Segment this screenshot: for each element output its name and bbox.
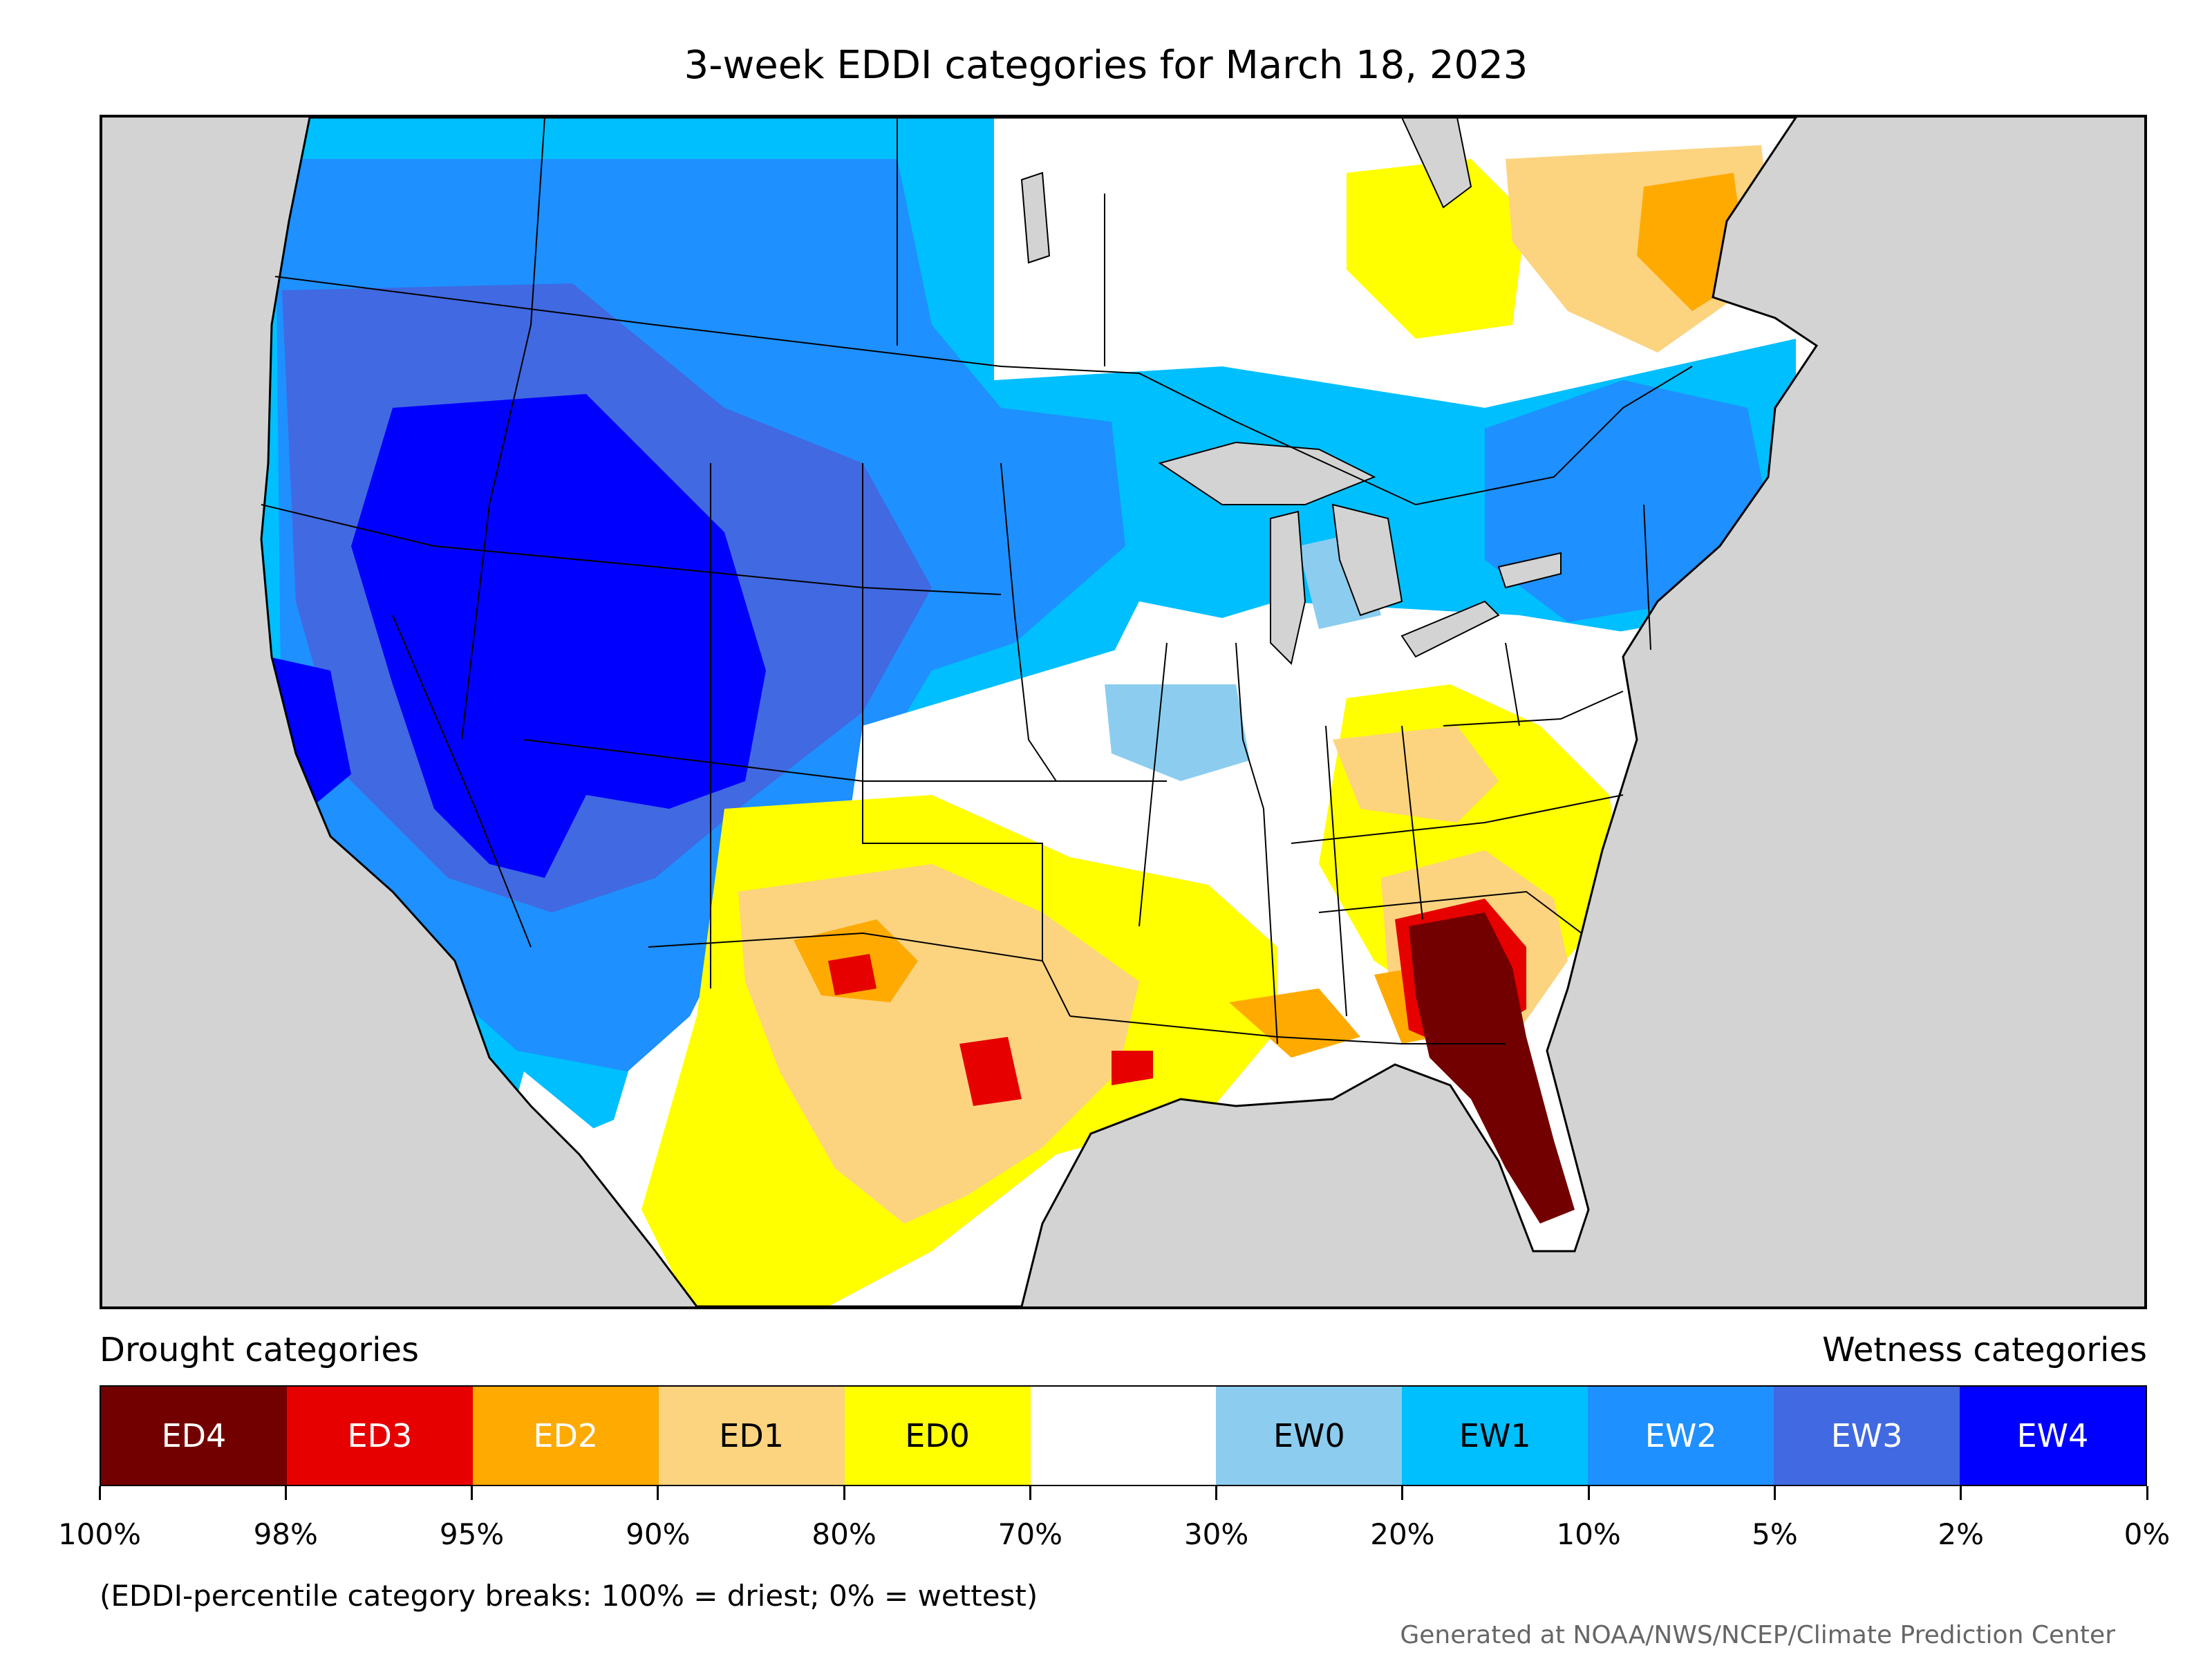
ew4-coast [268,657,351,809]
legend-swatch-ed1: ED1 [658,1387,845,1485]
boundary-18 [1505,642,1520,727]
legend-swatch-ew4: EW4 [1960,1387,2146,1485]
legend-break-label: 80% [812,1517,877,1551]
legend-tick [284,1486,287,1500]
boundary-8 [523,739,1167,782]
legend-break-label: 5% [1752,1517,1798,1551]
ed1-kentucky [1333,726,1499,823]
lake-erie [1400,600,1500,658]
boundary-13 [1325,725,1347,1017]
legend-tick [1587,1486,1590,1500]
great-lakes [1020,118,1562,665]
boundary-11 [1138,642,1168,927]
boundary-15 [1291,794,1624,844]
legend-swatch-ed2: ED2 [472,1387,659,1485]
boundary-14 [1401,725,1423,920]
legend-swatch-normal [1030,1387,1217,1485]
drought-categories-heading: Drought categories [100,1331,419,1369]
coastline [260,118,1819,1306]
legend-swatch-ew0: EW0 [1216,1387,1403,1485]
legend-break-label: 70% [997,1517,1063,1551]
boundary-5 [392,615,532,948]
legend-break-label: 30% [1183,1517,1249,1551]
legend-tick [1773,1486,1776,1500]
boundary-10 [1000,462,1057,782]
boundary-20 [1443,691,1624,727]
lake-ontario [1497,552,1562,589]
ew2-northeast [1485,380,1775,622]
category-legend: ED4 ED3 ED2 ED1 ED0 EW0 EW1 EW2 EW3 EW4 [100,1385,2147,1486]
legend-tick [2146,1486,2148,1500]
legend-tick [471,1486,474,1500]
boundary-16 [1318,890,1582,934]
ed3-houston [1112,1051,1153,1085]
legend-tick [1029,1486,1031,1500]
legend-break-label: 2% [1938,1517,1985,1551]
legend-break-label: 20% [1370,1517,1435,1551]
legend-tick [1401,1486,1404,1500]
legend-break-label: 10% [1556,1517,1621,1551]
legend-tick [1960,1486,1962,1500]
lake-superior [1158,441,1376,505]
boundary-9 [648,932,1071,1017]
boundary-17 [1069,1015,1506,1044]
map-frame [100,115,2147,1309]
legend-break-label: 100% [57,1517,142,1551]
wetness-categories-heading: Wetness categories [1822,1331,2147,1369]
boundary-19 [1643,504,1651,650]
legend-tick [843,1486,845,1500]
ed3-texas-west [828,954,877,995]
legend-break-label: 0% [2124,1517,2171,1551]
eddi-map [260,118,1819,1306]
legend-break-label: 98% [253,1517,318,1551]
political-boundaries [261,118,1693,1044]
legend-break-label: 90% [626,1517,691,1551]
legend-tick [98,1486,101,1500]
boundary-12 [1235,642,1278,1044]
lake-huron [1331,503,1403,617]
ew0-iowa [1105,684,1250,781]
legend-tick [657,1486,659,1500]
ed4-florida-georgia [1409,912,1575,1224]
ed0-north-ontario [1347,159,1526,339]
map-title: 3-week EDDI categories for March 18, 202… [684,43,1528,88]
lake-winnipeg [1020,171,1051,264]
hudson-bay-edge [1400,118,1472,209]
legend-swatch-ed4: ED4 [101,1387,287,1485]
legend-break-label: 95% [439,1517,505,1551]
legend-swatch-ew1: EW1 [1402,1387,1588,1485]
boundary-4 [261,504,1002,595]
legend-swatch-ed0: ED0 [844,1387,1031,1485]
legend-tick [1215,1486,1218,1500]
boundary-1 [461,118,545,740]
credit-line: Generated at NOAA/NWS/NCEP/Climate Predi… [1400,1621,2115,1649]
legend-swatch-ed3: ED3 [286,1387,473,1485]
us-canada-border [274,276,1693,506]
lake-michigan [1270,510,1306,665]
ed3-texas-central [959,1037,1022,1106]
legend-swatch-ew2: EW2 [1588,1387,1774,1485]
percentile-note: (EDDI-percentile category breaks: 100% =… [100,1579,1038,1613]
legend-swatch-ew3: EW3 [1774,1387,1960,1485]
boundary-7 [862,463,1043,961]
